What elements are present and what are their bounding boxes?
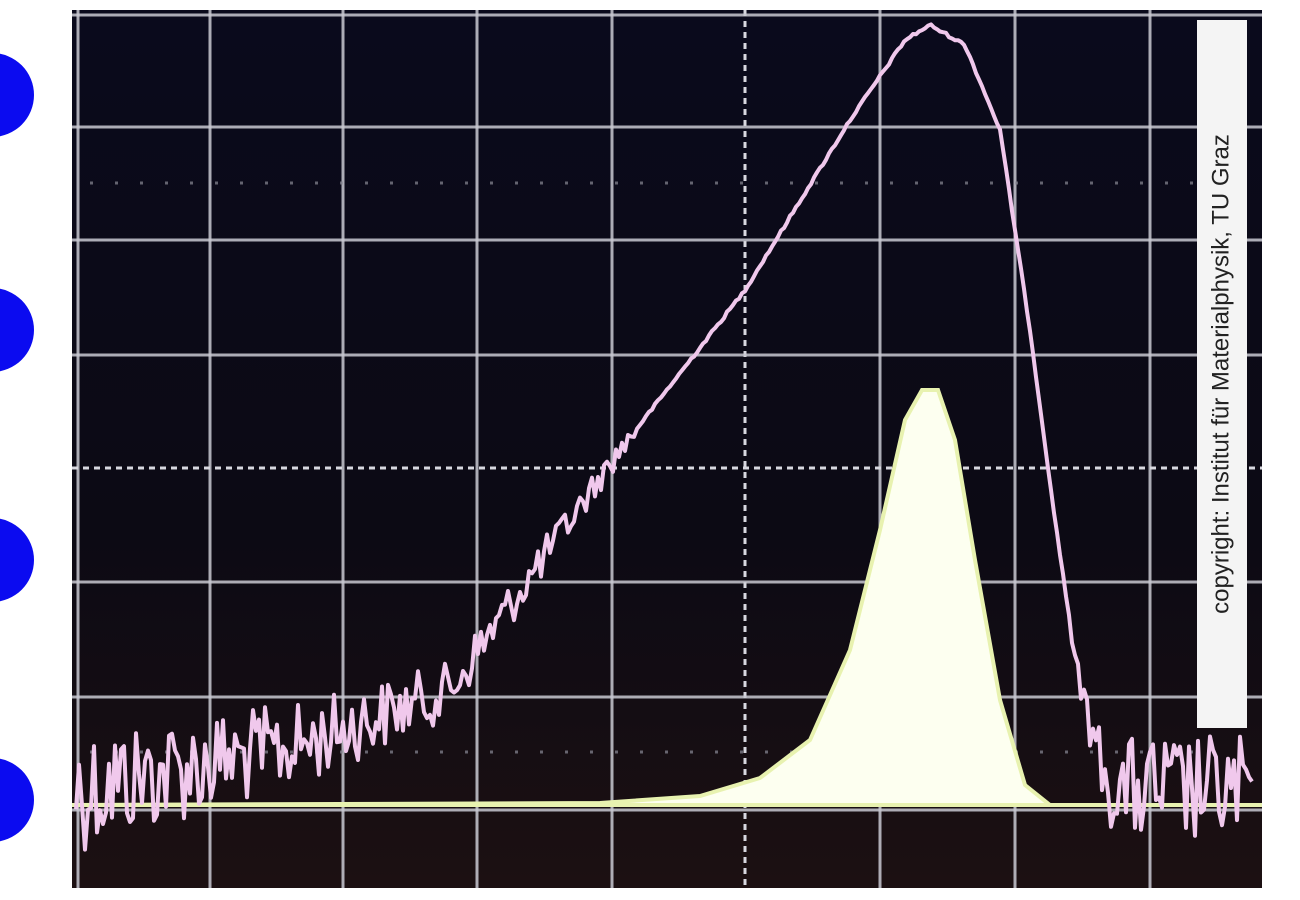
- side-markers: [0, 53, 34, 842]
- marker: [0, 518, 34, 602]
- marker: [0, 758, 34, 842]
- copyright-text: copyright: Institut für Materialphysik, …: [1207, 134, 1234, 614]
- marker: [0, 53, 34, 137]
- copyright-box: copyright: Institut für Materialphysik, …: [1197, 20, 1247, 728]
- scene: copyright: Institut für Materialphysik, …: [0, 0, 1300, 900]
- page: Oscilloscope screen {"screen": {"copyrig…: [0, 0, 1300, 900]
- marker: [0, 288, 34, 372]
- body: copyright: Institut für Materialphysik, …: [0, 0, 1300, 900]
